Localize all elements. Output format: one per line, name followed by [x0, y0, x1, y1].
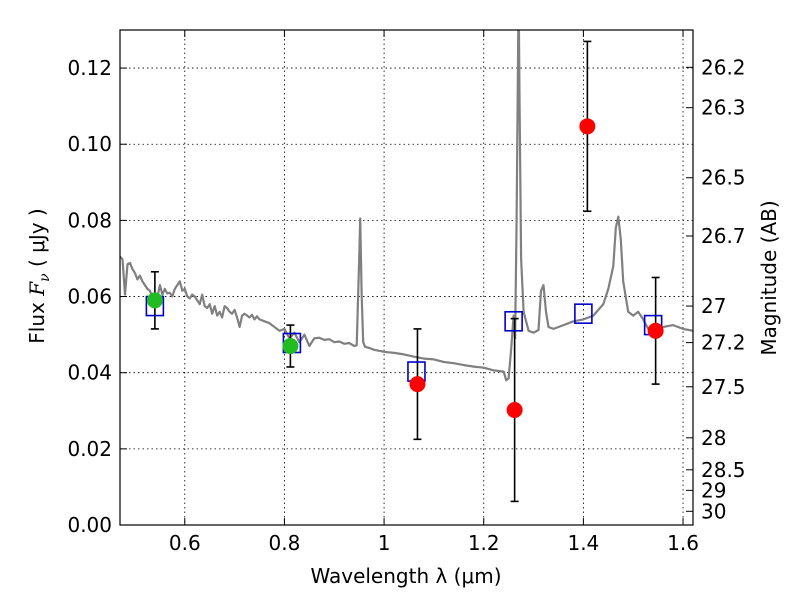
y-ticks: 0.00 0.02 0.04 0.06 0.08 0.10 0.12 [67, 56, 127, 537]
right-tick-label: 26.3 [701, 96, 746, 120]
model-point [504, 310, 523, 332]
green-point [146, 292, 163, 309]
x-tick-label: 1.2 [468, 531, 500, 555]
y-tick-label: 0.10 [67, 132, 112, 156]
y-tick-label: 0.00 [67, 513, 112, 537]
y-axis-label-left: Flux Fν ( μJy ) [25, 208, 53, 343]
x-tick-label: 1.4 [567, 531, 599, 555]
right-tick-label: 26.5 [701, 166, 746, 190]
x-tick-label: 1 [378, 531, 391, 555]
x-tick-label: 1.6 [667, 531, 699, 555]
model-point [574, 303, 593, 324]
right-tick-label: 28 [701, 426, 726, 450]
x-tick-label: 0.8 [269, 531, 301, 555]
spectrum-layer [120, 30, 693, 382]
green-point [282, 338, 299, 355]
observed-point-layer [146, 118, 664, 419]
x-ticks: 0.6 0.8 1 1.2 1.4 1.6 [169, 30, 699, 555]
y-tick-label: 0.08 [67, 208, 112, 232]
red-point [409, 376, 426, 393]
y-tick-label: 0.02 [67, 437, 112, 461]
right-tick-label: 27.5 [701, 375, 746, 399]
red-point [579, 118, 596, 135]
red-point [506, 402, 523, 419]
errorbar-layer [150, 40, 660, 503]
y-tick-label: 0.06 [67, 285, 112, 309]
grid [120, 30, 693, 526]
x-axis-label: Wavelength λ (μm) [310, 564, 501, 588]
y-tick-label: 0.12 [67, 56, 112, 80]
y-axis-label-right: Magnitude (AB) [757, 200, 781, 355]
red-point [647, 322, 664, 339]
y-tick-label: 0.04 [67, 361, 112, 385]
x-tick-label: 0.6 [169, 531, 201, 555]
right-tick-label: 29 [701, 478, 726, 502]
right-tick-label: 26.7 [701, 224, 746, 248]
right-tick-label: 28.5 [701, 458, 746, 482]
right-tick-label: 30 [701, 499, 726, 523]
plot-frame [119, 29, 694, 526]
spectrum-line [120, 30, 693, 382]
right-tick-label: 27 [701, 294, 726, 318]
right-tick-label: 26.2 [701, 55, 746, 79]
right-tick-label: 27.2 [701, 331, 746, 355]
